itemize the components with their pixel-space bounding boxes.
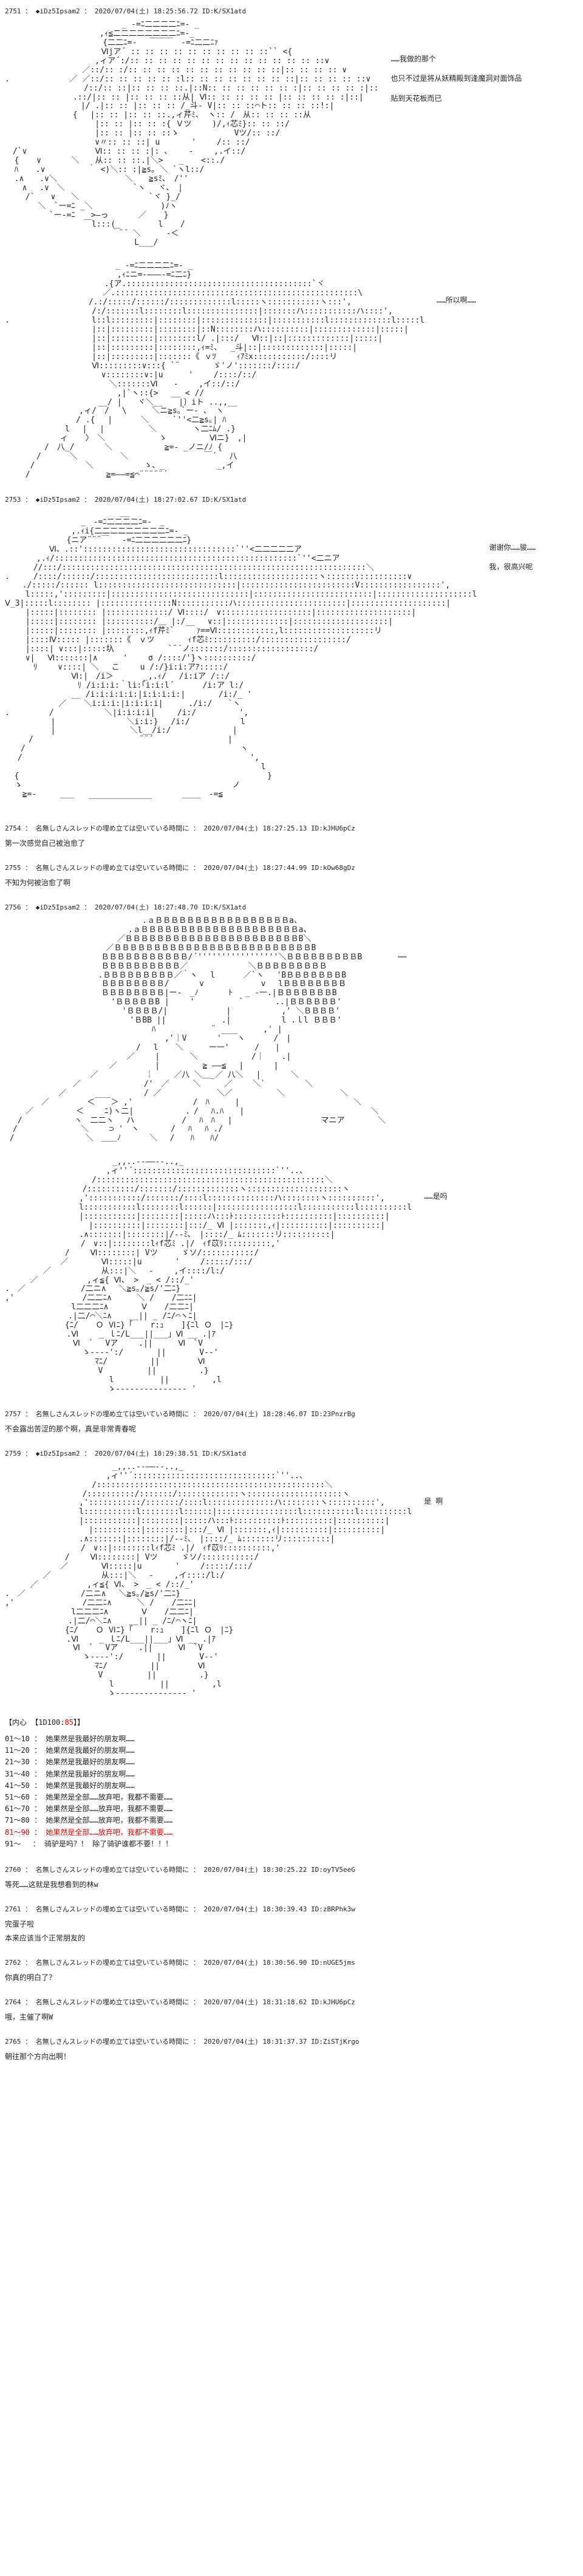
content-row: _,,..--――--..,_ ,ィ''´:::::::::::::::::::… [5,1463,583,1699]
post: 2762 ： 名無しさんスレッドの埋め立ては空いている時間に ： 2020/07… [0,1958,583,1982]
side-text: ……所以啊…… [437,262,476,312]
text-line: 等死……这就是我想看到的林w [5,1879,583,1889]
content-row: __ _ -=ﾆ二二二二ﾆ=- _ ,.ｨi{二二二二二二二二二ﾆ=- _ {ニ… [5,509,583,809]
post: _ -=ﾆ二二二二ﾆ=- _ ,ｨﾆニ=-―――-=ﾆ二ﾆ} .{ア.:::::… [0,262,583,480]
ascii-art: _ -=ﾆ二二二二ﾆ=- _ ,ｨ≦二二二二二二二二ﾆ=-_ {二二ﾆ=- ￣￣… [5,21,378,247]
text-line: 朝往那个方向出啊！ [5,2051,583,2061]
ascii-art: _,,..--――--..,_ ,ィ''´:::::::::::::::::::… [5,1158,412,1394]
dice-range-line: 71～80 ： 她果然是全部……放弃吧，我都不需要…… [5,1815,583,1826]
dice-range-line: 61～70 ： 她果然是全部……放弃吧，我都不需要…… [5,1803,583,1815]
post: 2765 ： 名無しさんスレッドの埋め立ては空いている時間に ： 2020/07… [0,2036,583,2061]
side-line: ……所以啊…… [437,292,476,308]
ascii-art: __ _ -=ﾆ二二二二ﾆ=- _ ,.ｨi{二二二二二二二二二ﾆ=- _ {ニ… [5,509,477,809]
dice-range-line: 51～60 ： 她果然是全部……放弃吧，我都不需要…… [5,1792,583,1803]
dice-range-line: 11～20 ： 她果然是我最好的朋友啊…… [5,1745,583,1756]
post-header: 2751 ： ◆iDz5Ipsam2 ： 2020/07/04(土) 18:25… [5,6,583,16]
post-header: 2757 ： 名無しさんスレッドの埋め立ては空いている時間に ： 2020/07… [5,1409,583,1419]
text-line: 本来应该当个正常朋友的 [5,1933,583,1943]
text-line: 完蛋子啦 [5,1919,583,1929]
post-header: 2761 ： 名無しさんスレッドの埋め立ては空いている時間に ： 2020/07… [5,1904,583,1914]
dice-section: 【内心 【1D100:85】】 01～10 ： 她果然是我最好的朋友啊……11～2… [5,1717,583,1850]
post: 2760 ： 名無しさんスレッドの埋め立ては空いている時間に ： 2020/07… [0,1865,583,1889]
text-line: 不会露出苦涩的那个啊，真是非常青春呢 [5,1423,583,1434]
post: 2755 ： 名無しさんスレッドの埋め立ては空いている時間に ： 2020/07… [0,863,583,888]
post-header: 2755 ： 名無しさんスレッドの埋め立ては空いている時間に ： 2020/07… [5,863,583,872]
side-text: ……我做的那个也只不过是将从妖精殿到逢魔洞对面饰品贴到天花板而已 [390,21,522,110]
post: 2761 ： 名無しさんスレッドの埋め立ては空いている時間に ： 2020/07… [0,1904,583,1943]
post: 2754 ： 名無しさんスレッドの埋め立ては空いている時間に ： 2020/07… [0,823,583,848]
post: 2757 ： 名無しさんスレッドの埋め立ては空いている時間に ： 2020/07… [0,1409,583,1434]
side-line: 谢谢你……骏…… [489,540,536,555]
dice-title: 【内心 【1D100:85】】 [5,1717,583,1727]
post: 2756 ： ◆iDz5Ipsam2 ： 2020/07/04(土) 18:27… [0,902,583,1143]
content-row: _ -=ﾆ二二二二ﾆ=- _ ,ｨ≦二二二二二二二二ﾆ=-_ {二二ﾆ=- ￣￣… [5,21,583,247]
ascii-art: _ -=ﾆ二二二二ﾆ=- _ ,ｨﾆニ=-―――-=ﾆ二ﾆ} .{ア.:::::… [5,262,424,480]
side-line: 贴到天花板而已 [390,91,522,106]
dice-result: 85 [65,1718,73,1727]
text-line: 哦，主催了啊W [5,2012,583,2022]
side-line: …… [398,947,406,963]
ascii-art: _,,..--――--..,_ ,ィ''´:::::::::::::::::::… [5,1463,412,1699]
dice-range-line: 01～10 ： 她果然是我最好的朋友啊…… [5,1733,583,1745]
post-header: 2756 ： ◆iDz5Ipsam2 ： 2020/07/04(土) 18:27… [5,902,583,912]
dice-range-line: 31～40 ： 她果然是我最好的朋友啊…… [5,1769,583,1780]
dice-range-line: 41～50 ： 她果然是我最好的朋友啊…… [5,1780,583,1792]
post-header: 2765 ： 名無しさんスレッドの埋め立ては空いている時間に ： 2020/07… [5,2036,583,2046]
content-row: _,,..--――--..,_ ,ィ''´:::::::::::::::::::… [5,1158,583,1394]
side-line: 是 啊 [424,1493,443,1509]
post-header: 2754 ： 名無しさんスレッドの埋め立ては空いている時間に ： 2020/07… [5,823,583,833]
post: 2751 ： ◆iDz5Ipsam2 ： 2020/07/04(土) 18:25… [0,6,583,247]
side-line: ……是吗 [424,1188,447,1204]
post: 2759 ： ◆iDz5Ipsam2 ： 2020/07/04(土) 18:29… [0,1448,583,1850]
text-line: 不知为何被治愈了啊 [5,877,583,888]
dice-range-line: 21～30 ： 她果然是我最好的朋友啊…… [5,1756,583,1768]
post: _,,..--――--..,_ ,ィ''´:::::::::::::::::::… [0,1158,583,1394]
post-header: 2753 ： ◆iDz5Ipsam2 ： 2020/07/04(土) 18:27… [5,495,583,504]
post: 2753 ： ◆iDz5Ipsam2 ： 2020/07/04(土) 18:27… [0,495,583,809]
post: 2764 ： 名無しさんスレッドの埋め立ては空いている時間に ： 2020/07… [0,1997,583,2022]
content-row: _ -=ﾆ二二二二ﾆ=- _ ,ｨﾆニ=-―――-=ﾆ二ﾆ} .{ア.:::::… [5,262,583,480]
text-line: 你真的明白了？ [5,1972,583,1982]
post-header: 2762 ： 名無しさんスレッドの埋め立ては空いている時間に ： 2020/07… [5,1958,583,1967]
post-header: 2764 ： 名無しさんスレッドの埋め立ては空いている時間に ： 2020/07… [5,1997,583,2007]
side-text: 谢谢你……骏…… 我，很高兴呢 [489,509,536,579]
post-header: 2760 ： 名無しさんスレッドの埋め立ては空いている時間に ： 2020/07… [5,1865,583,1874]
side-text: …… [398,917,406,967]
side-line: ……我做的那个 [390,51,522,67]
side-line: 也只不过是将从妖精殿到逢魔洞对面饰品 [390,70,522,86]
dice-range-line: 91～ ： 骑驴是吗？！ 除了骑驴谁都不要！！！ [5,1838,583,1850]
ascii-art: .ａＢＢＢＢＢＢＢＢＢＢＢＢＢＢＢＢＢa、 .ａＢＢＢＢＢＢＢＢＢＢＢＢＢＢＢＢ… [5,917,386,1143]
content-row: .ａＢＢＢＢＢＢＢＢＢＢＢＢＢＢＢＢＢa、 .ａＢＢＢＢＢＢＢＢＢＢＢＢＢＢＢＢ… [5,917,583,1143]
side-text: 是 啊 [424,1463,443,1513]
dice-range-line: 81～90 ： 她果然是全部……放弃吧，我都不需要…… [5,1827,583,1838]
post-header: 2759 ： ◆iDz5Ipsam2 ： 2020/07/04(土) 18:29… [5,1448,583,1458]
text-line: 第一次感觉自己被治愈了 [5,838,583,848]
side-text: ……是吗 [424,1158,447,1208]
side-line: 我，很高兴呢 [489,559,536,575]
